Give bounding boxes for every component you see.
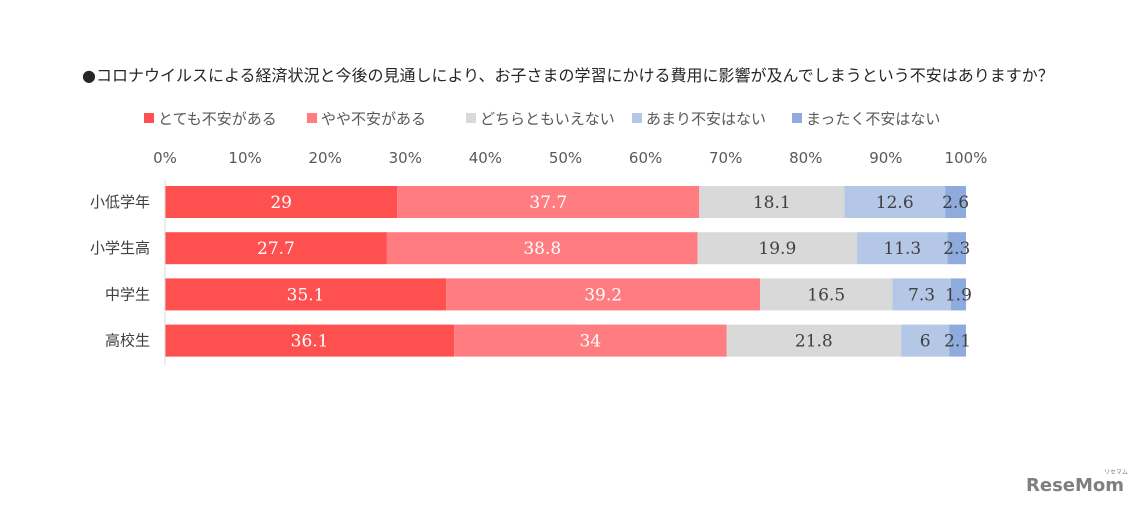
category-label: 中学生 (105, 285, 150, 303)
x-tick-label: 20% (309, 149, 342, 167)
bar-segment (760, 278, 893, 311)
legend-label: どちらともいえない (480, 110, 615, 128)
x-tick-label: 40% (469, 149, 502, 167)
x-tick-label: 0% (153, 149, 177, 167)
legend-swatch (307, 113, 317, 123)
x-tick-label: 90% (869, 149, 902, 167)
data-label: 35.1 (287, 285, 325, 305)
legend-item: どちらともいえない (466, 110, 615, 128)
data-label: 39.2 (584, 285, 622, 305)
logo-text: ReseMom (1026, 475, 1124, 496)
legend-label: やや不安がある (321, 110, 426, 128)
bar-segment (945, 186, 966, 218)
bar-segment (165, 324, 455, 357)
bar-segment (857, 232, 948, 265)
legend-swatch (144, 113, 154, 123)
bars: 29 37.7 18.1 12.6 2.6 27.7 38.8 19.9 11.3 2.3 35.1… (165, 186, 972, 357)
resemom-logo: ReseMom リセマム (1026, 469, 1128, 496)
data-label: 7.3 (908, 285, 935, 305)
chart-title: ●コロナウイルスによる経済状況と今後の見通しにより、お子さまの学習にかける費用に… (82, 66, 1054, 85)
bar-segment (844, 186, 946, 218)
x-tick-label: 60% (629, 149, 662, 167)
x-tick-label: 80% (789, 149, 822, 167)
bar-segment (950, 278, 966, 311)
bar-segment (397, 186, 700, 218)
data-label: 6 (920, 332, 931, 352)
bar-segment (446, 278, 761, 311)
legend: とても不安がある やや不安がある どちらともいえない あまり不安はない まったく不安はな… (144, 110, 940, 128)
legend-label: まったく不安はない (806, 110, 940, 128)
bar-segment (165, 278, 447, 311)
legend-label: あまり不安はない (646, 110, 766, 128)
legend-swatch (466, 113, 476, 123)
legend-item: やや不安がある (307, 110, 426, 128)
data-label: 19.9 (758, 239, 796, 259)
bar-segment (699, 186, 845, 218)
bar-segment (165, 232, 387, 265)
bar-segment (901, 324, 950, 357)
data-label: 12.6 (876, 193, 914, 213)
data-label: 2.3 (943, 239, 970, 259)
bar-segment (697, 232, 858, 265)
category-label: 高校生 (105, 332, 150, 350)
legend-label: とても不安がある (158, 110, 277, 128)
data-label: 27.7 (257, 239, 295, 259)
legend-item: とても不安がある (144, 110, 277, 128)
data-label: 2.1 (944, 332, 971, 352)
data-label: 29 (270, 193, 292, 213)
x-tick-label: 50% (549, 149, 582, 167)
bar-segment (386, 232, 698, 265)
bar-segment (726, 324, 902, 357)
data-label: 38.8 (523, 239, 561, 259)
data-label: 37.7 (529, 193, 567, 213)
legend-item: あまり不安はない (632, 110, 766, 128)
x-axis-ticks: 0% 10% 20% 30% 40% 50% 60% 70% 80% 90% 100% (153, 149, 987, 167)
category-label: 小低学年 (90, 193, 150, 211)
data-label: 21.8 (795, 332, 833, 352)
data-label: 18.1 (753, 193, 791, 213)
legend-item: まったく不安はない (792, 110, 940, 128)
data-label: 34 (580, 332, 602, 352)
bar-segment (454, 324, 727, 357)
bar-segment (892, 278, 951, 311)
bar-segment (947, 232, 966, 265)
legend-swatch (792, 113, 802, 123)
x-tick-label: 10% (228, 149, 261, 167)
x-tick-label: 70% (709, 149, 742, 167)
data-label: 16.5 (807, 285, 845, 305)
data-label: 1.9 (945, 285, 972, 305)
logo-small-text: リセマム (1104, 469, 1128, 476)
data-label: 2.6 (942, 193, 969, 213)
data-label: 36.1 (291, 332, 329, 352)
legend-swatch (632, 113, 642, 123)
x-tick-label: 100% (945, 149, 988, 167)
x-tick-label: 30% (389, 149, 422, 167)
data-label: 11.3 (883, 239, 921, 259)
bar-segment (949, 324, 966, 357)
bar-segment (165, 186, 398, 218)
category-label: 小学生高 (90, 239, 150, 257)
